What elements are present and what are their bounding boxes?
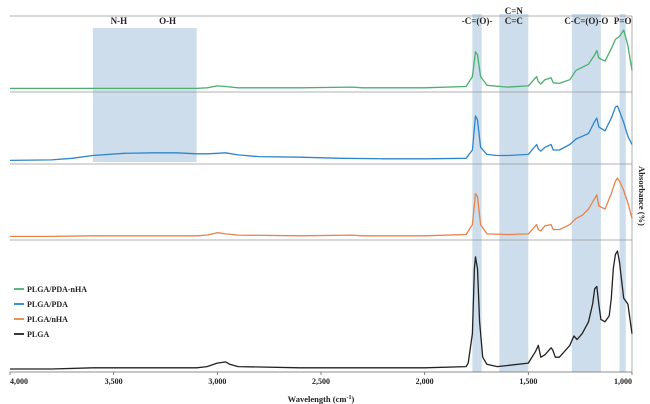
band-region-5 <box>619 14 626 372</box>
band-label: N-H <box>111 16 128 26</box>
series-line-3 <box>10 177 633 238</box>
legend-label: PLGA/PDA-nHA <box>27 285 87 294</box>
legend-label: PLGA/nHA <box>27 315 68 324</box>
band-region-4 <box>571 14 601 372</box>
band-label: C-C=(O)-O <box>564 16 608 26</box>
x-tick-label: 4,000 <box>10 377 28 386</box>
band-shading-layer <box>92 14 626 372</box>
band-label: -C=(O)- <box>462 16 493 26</box>
spectrum-lines-layer <box>9 29 633 370</box>
series-line-2 <box>9 105 633 162</box>
x-tick-label: 3,500 <box>105 377 123 386</box>
series-line-4 <box>10 250 633 370</box>
x-axis-label: Wavelength (cm-1) <box>288 394 355 404</box>
legend-label: PLGA <box>27 330 49 339</box>
y-axis-label: Absorbance (%) <box>637 166 647 226</box>
stacked-panels-layer <box>10 15 633 372</box>
x-tick-label: 3,000 <box>208 377 226 386</box>
series-line-1 <box>10 29 633 90</box>
band-region-1 <box>92 28 197 162</box>
band-label: P=O <box>614 16 632 26</box>
x-tick-label: 2,000 <box>416 377 434 386</box>
band-region-3 <box>499 14 529 372</box>
x-tick-label: 1,500 <box>519 377 537 386</box>
x-tick-label: 1,000 <box>614 377 632 386</box>
band-label: C=N <box>505 6 524 16</box>
band-label: O-H <box>159 16 176 26</box>
band-label: C=C <box>505 16 523 26</box>
x-tick-label: 2,500 <box>312 377 330 386</box>
band-labels-layer: N-H O-H -C=(O)- C=NC=C C-C=(O)-O P=O <box>111 6 632 26</box>
legend-label: PLGA/PDA <box>27 300 68 309</box>
legend: PLGA/PDA-nHA PLGA/PDA PLGA/nHA PLGA <box>14 285 87 339</box>
x-axis: 4,000 3,500 3,000 2,500 2,000 1,500 1,000 <box>9 371 633 386</box>
band-region-2 <box>472 14 482 372</box>
